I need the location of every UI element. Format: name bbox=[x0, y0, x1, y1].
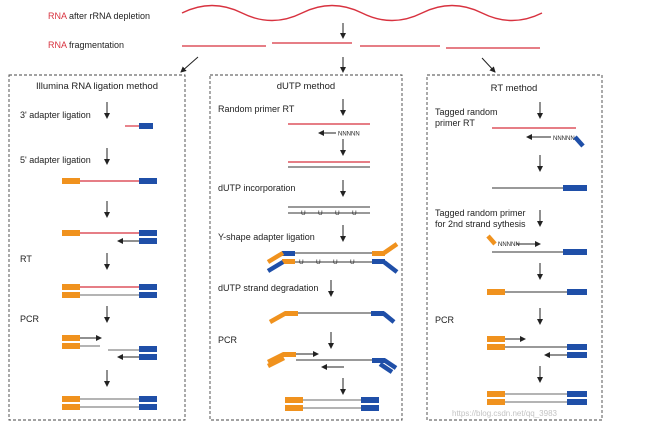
adapter-3prime bbox=[567, 289, 587, 295]
rna-wave bbox=[181, 4, 543, 22]
depletion-label: RNA after rRNA depletion bbox=[48, 11, 150, 21]
adapter-3prime bbox=[139, 292, 157, 298]
y-adapter-left bbox=[268, 311, 298, 324]
step-label: PCR bbox=[20, 314, 40, 324]
step-label: PCR bbox=[218, 335, 238, 345]
panel-dutp bbox=[209, 74, 403, 421]
adapter-5prime bbox=[62, 284, 80, 290]
adapter-3prime bbox=[139, 238, 157, 244]
adapter-3prime bbox=[563, 185, 587, 191]
adapter-3prime bbox=[139, 396, 157, 402]
adapter-3prime bbox=[139, 404, 157, 410]
panel-rt bbox=[426, 74, 603, 421]
step-label: Tagged random bbox=[435, 107, 498, 117]
uracil-mark: U bbox=[316, 259, 321, 266]
y-adapter-right bbox=[372, 242, 399, 274]
step-label: Random primer RT bbox=[218, 104, 295, 114]
adapter-5prime bbox=[285, 397, 303, 403]
step-label: 5' adapter ligation bbox=[20, 155, 91, 165]
step-label: dUTP strand degradation bbox=[218, 283, 318, 293]
step-label: Tagged random primer bbox=[435, 208, 526, 218]
panel-illumina bbox=[8, 74, 186, 421]
adapter-5prime bbox=[62, 404, 80, 410]
uracil-mark: U bbox=[318, 210, 323, 217]
adapter-5prime bbox=[487, 336, 505, 342]
y-adapter-right bbox=[371, 311, 396, 324]
y-adapter-left bbox=[266, 351, 296, 369]
adapter-3prime bbox=[563, 249, 587, 255]
uracil-mark: U bbox=[335, 210, 340, 217]
uracil-mark: U bbox=[301, 210, 306, 217]
adapter-3prime bbox=[567, 344, 587, 350]
uracil-mark: U bbox=[352, 210, 357, 217]
adapter-3prime bbox=[567, 399, 587, 405]
adapter-5prime bbox=[487, 344, 505, 350]
watermark: https://blog.csdn.net/qq_3983 bbox=[452, 409, 558, 418]
arrow-to-illumina bbox=[180, 56, 199, 73]
step-label: Y-shape adapter ligation bbox=[218, 232, 315, 242]
adapter-3prime bbox=[567, 391, 587, 397]
step-label: for 2nd strand sythesis bbox=[435, 219, 526, 229]
adapter-5prime bbox=[487, 289, 505, 295]
uracil-mark: U bbox=[350, 259, 355, 266]
adapter-5prime bbox=[62, 396, 80, 402]
adapter-3prime bbox=[361, 405, 379, 411]
primer-tag: NNNNN bbox=[498, 242, 520, 248]
adapter-3prime bbox=[139, 123, 153, 129]
fragmentation-label: RNA fragmentation bbox=[48, 40, 124, 50]
step-label: 3' adapter ligation bbox=[20, 110, 91, 120]
adapter-5prime bbox=[62, 178, 80, 184]
adapter-5prime bbox=[487, 399, 505, 405]
adapter-3prime bbox=[139, 178, 157, 184]
y-adapter-left bbox=[266, 251, 295, 273]
panel-title: RT method bbox=[491, 83, 538, 94]
step-label: dUTP incorporation bbox=[218, 183, 295, 193]
primer-tag: NNNNN bbox=[338, 132, 360, 138]
adapter-5prime bbox=[62, 343, 80, 349]
panel-title: Illumina RNA ligation method bbox=[36, 81, 158, 92]
adapter-3prime bbox=[139, 354, 157, 360]
adapter-3prime bbox=[139, 230, 157, 236]
adapter-5prime bbox=[285, 405, 303, 411]
step-label: PCR bbox=[435, 315, 455, 325]
primer-tag-adapter bbox=[486, 234, 497, 246]
adapter-5prime bbox=[487, 391, 505, 397]
adapter-3prime bbox=[361, 397, 379, 403]
arrow-to-rt bbox=[481, 57, 496, 73]
panel-title: dUTP method bbox=[277, 81, 335, 92]
adapter-5prime bbox=[62, 292, 80, 298]
uracil-mark: U bbox=[299, 259, 304, 266]
adapter-3prime bbox=[139, 346, 157, 352]
step-label: primer RT bbox=[435, 118, 475, 128]
adapter-5prime bbox=[62, 335, 80, 341]
uracil-mark: U bbox=[333, 259, 338, 266]
adapter-3prime bbox=[139, 284, 157, 290]
step-label: RT bbox=[20, 254, 32, 264]
primer-tag: NNNNN bbox=[553, 136, 575, 142]
y-adapter-right bbox=[372, 358, 398, 374]
rna-fragments bbox=[182, 42, 540, 49]
primer-tag-adapter bbox=[573, 135, 585, 148]
adapter-3prime bbox=[567, 352, 587, 358]
adapter-5prime bbox=[62, 230, 80, 236]
